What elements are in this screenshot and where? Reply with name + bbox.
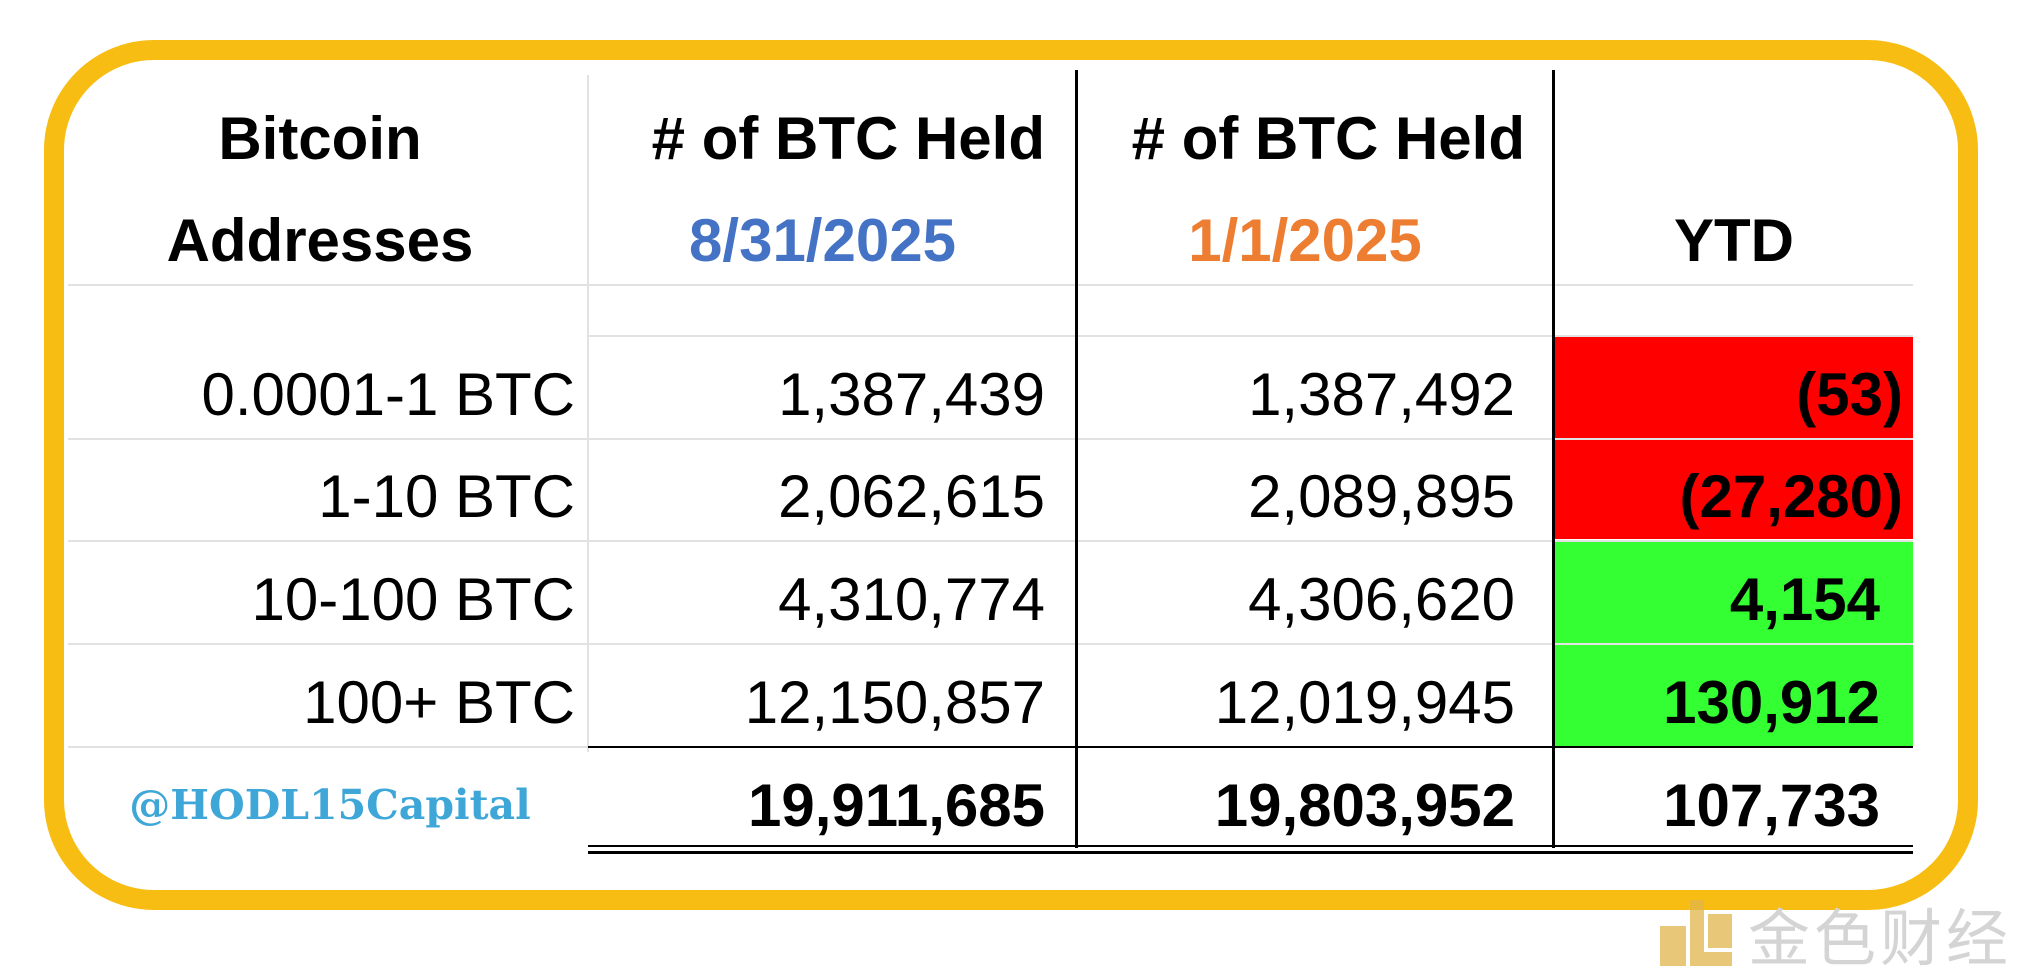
header-addresses-line1: Bitcoin [218, 105, 422, 172]
row-current-value: 2,062,615 [778, 463, 1045, 530]
row-ytd-value: (53) [1796, 361, 1903, 428]
row-current-value: 4,310,774 [778, 566, 1045, 633]
row-ytd-value: 130,912 [1663, 669, 1880, 736]
total-top-rule [588, 746, 1913, 748]
header-current-date: 8/31/2025 [689, 207, 956, 274]
row-label: 10-100 BTC [251, 566, 576, 633]
row-ytd-value: (27,280) [1679, 463, 1903, 530]
header-ytd: YTD [1674, 207, 1794, 274]
grid-line [68, 643, 1913, 645]
column-divider [1075, 70, 1078, 848]
row-start-value: 4,306,620 [1248, 566, 1515, 633]
row-label: 1-10 BTC [318, 463, 575, 530]
row-start-value: 1,387,492 [1248, 361, 1515, 428]
grid-line [588, 335, 1913, 337]
total-double-rule [588, 845, 1913, 847]
watermark: 金色财经 [1660, 900, 2012, 975]
row-start-value: 2,089,895 [1248, 463, 1515, 530]
row-label: 100+ BTC [303, 669, 575, 736]
total-ytd-value: 107,733 [1663, 772, 1880, 839]
total-double-rule [588, 851, 1913, 854]
grid-line [587, 75, 589, 752]
grid-line [68, 746, 588, 748]
header-start-date: 1/1/2025 [1188, 207, 1422, 274]
header-current-held: # of BTC Held [651, 105, 1045, 172]
watermark-text: 金色财经 [1748, 902, 2013, 975]
row-ytd-value: 4,154 [1729, 566, 1880, 633]
total-current-value: 19,911,685 [748, 772, 1045, 839]
grid-line [68, 284, 1913, 286]
jinse-logo-icon [1660, 900, 1732, 966]
credit-handle: @HODL15Capital [129, 781, 531, 829]
column-divider [1552, 70, 1555, 848]
header-addresses-line2: Addresses [166, 207, 474, 274]
row-start-value: 12,019,945 [1214, 669, 1515, 736]
grid-line [68, 438, 1913, 440]
row-current-value: 1,387,439 [778, 361, 1045, 428]
row-label: 0.0001-1 BTC [201, 361, 575, 428]
grid-line [68, 540, 1913, 542]
header-start-held: # of BTC Held [1131, 105, 1525, 172]
total-start-value: 19,803,952 [1214, 772, 1515, 839]
row-current-value: 12,150,857 [744, 669, 1045, 736]
